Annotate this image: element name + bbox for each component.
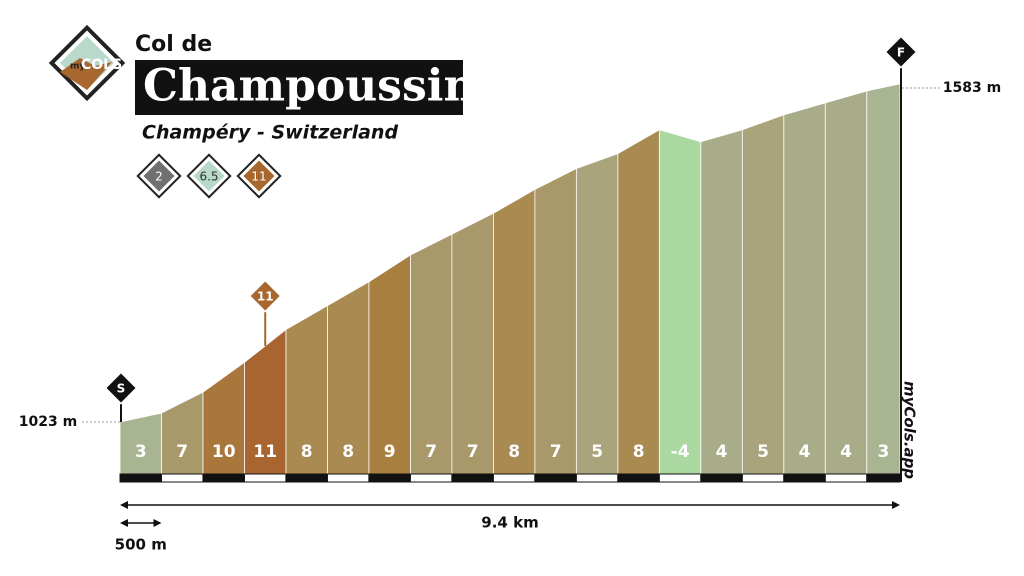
logo-big: COLS [81, 57, 122, 73]
badge-label: 6.5 [199, 170, 218, 184]
gradient-label: 4 [799, 442, 811, 462]
logo-small: my [70, 62, 85, 72]
profile-segment [824, 90, 868, 476]
gradient-label: 7 [425, 442, 437, 462]
gradient-label: 9 [384, 442, 396, 462]
profile-segment [700, 129, 743, 476]
gradient-label: 4 [840, 442, 852, 462]
badge [143, 160, 175, 192]
ruler-block [700, 473, 743, 483]
gradient-label: 11 [253, 442, 277, 462]
badge-label: 11 [251, 170, 266, 184]
end-elevation: 1583 m [943, 80, 1001, 96]
ruler-block [243, 473, 287, 483]
ruler-block [285, 473, 328, 483]
ruler-block [866, 473, 901, 483]
gradient-label: 5 [591, 442, 603, 462]
start-marker-label: S [117, 382, 126, 396]
profile-segment [161, 391, 204, 476]
gradient-label: 8 [342, 442, 354, 462]
logo: my COLS [48, 24, 126, 102]
ruler-block [451, 473, 494, 483]
profile-segment [658, 129, 702, 476]
profile-segment [617, 129, 660, 476]
start-marker [104, 371, 138, 405]
finish-marker-label: F [897, 46, 905, 60]
ruler-block [741, 473, 785, 483]
profile-segment [410, 233, 453, 476]
ruler-block [492, 473, 536, 483]
name-bg [135, 60, 463, 115]
profile-segment [783, 102, 826, 476]
ruler-block [534, 473, 577, 483]
gradient-label: 8 [301, 442, 313, 462]
profile-segment [451, 212, 494, 476]
gradient-label: 8 [508, 442, 520, 462]
gradient-label: 7 [467, 442, 479, 462]
badge-label: 2 [155, 170, 163, 184]
subtitle: Champéry - Switzerland [142, 122, 398, 144]
ruler-block [202, 473, 245, 483]
ruler-block [119, 473, 162, 483]
segment-length: 500 m [115, 536, 167, 554]
badge [243, 160, 275, 192]
gradient-label: 3 [877, 442, 889, 462]
ruler-block [575, 473, 619, 483]
ruler-block [409, 473, 453, 483]
gradient-label: 3 [135, 442, 147, 462]
gradient-label: 4 [716, 442, 728, 462]
gradient-label: 7 [176, 442, 188, 462]
gradient-label: 5 [757, 442, 769, 462]
start-elevation: 1023 m [19, 414, 77, 430]
title: Col de [135, 32, 212, 57]
profile-segment [866, 83, 901, 476]
gradient-label: 7 [550, 442, 562, 462]
total-distance: 9.4 km [481, 514, 538, 532]
watermark: myCols.app [901, 381, 919, 479]
profile-segment [575, 153, 619, 476]
max-marker-label: 11 [257, 290, 274, 304]
gradient-label: 8 [633, 442, 645, 462]
max-marker [248, 279, 282, 313]
ruler-block [326, 473, 370, 483]
ruler-block [617, 473, 660, 483]
ruler-block [658, 473, 702, 483]
profile-segment [493, 188, 536, 476]
badge [193, 160, 225, 192]
gradient-label: -4 [671, 442, 690, 462]
finish-marker [884, 35, 918, 69]
ruler-block [368, 473, 411, 483]
ruler-block [783, 473, 826, 483]
ruler-block [824, 473, 868, 483]
profile-segment [741, 114, 785, 476]
logo-mountain [60, 58, 112, 90]
gradient-label: 10 [212, 442, 236, 462]
name: Champoussin [143, 61, 475, 112]
profile-segment [534, 167, 577, 476]
ruler-block [160, 473, 204, 483]
